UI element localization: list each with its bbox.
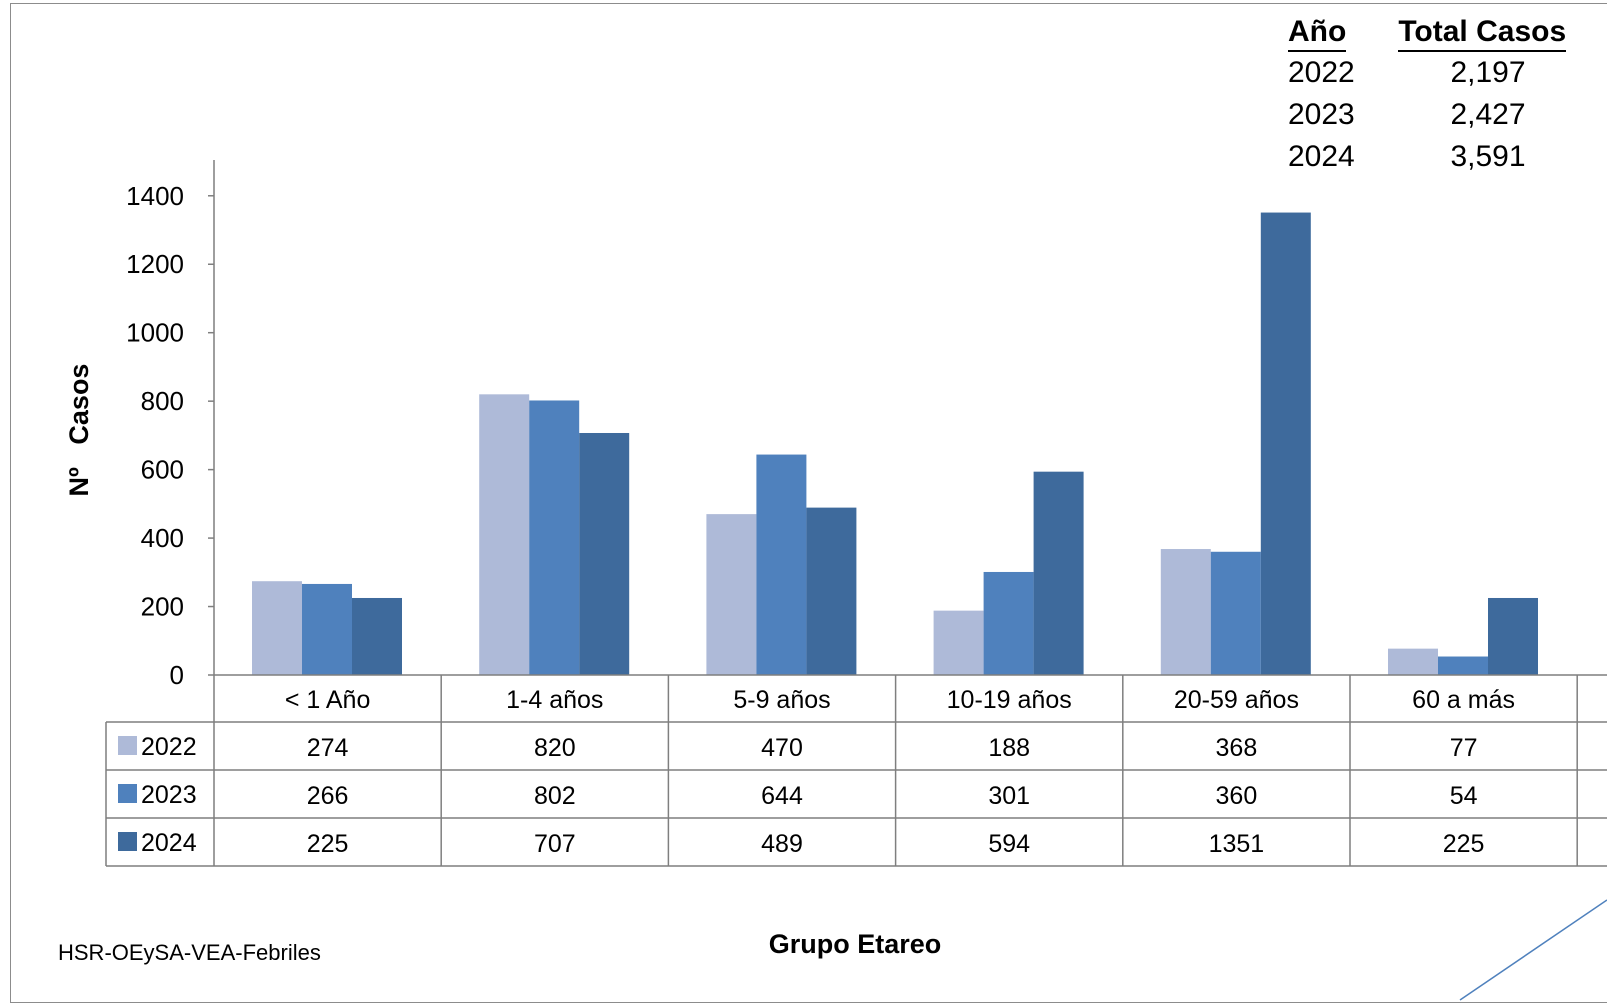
totals-row: 2023 2,427	[1288, 94, 1578, 136]
data-label: 594	[988, 830, 1030, 858]
totals-row: 2022 2,197	[1288, 52, 1578, 94]
bar	[1033, 471, 1084, 675]
totals-value: 2,427	[1450, 98, 1526, 131]
data-label: 225	[307, 830, 349, 858]
totals-year: 2024	[1288, 140, 1355, 173]
data-label: 225	[1443, 830, 1485, 858]
x-tick-label: 1-4 años	[506, 686, 603, 714]
bar	[806, 507, 857, 675]
data-label: 266	[307, 782, 349, 810]
y-tick-label: 1200	[126, 249, 184, 279]
bar	[1438, 656, 1488, 675]
y-tick-label: 1000	[126, 318, 184, 348]
totals-year: 2022	[1288, 56, 1355, 89]
totals-row: 2024 3,591	[1288, 136, 1578, 178]
bar	[479, 394, 530, 675]
totals-value: 2,197	[1450, 56, 1526, 89]
x-tick-label: < 1 Año	[285, 686, 371, 714]
legend-label: 2023	[141, 781, 197, 809]
data-label: 644	[761, 782, 803, 810]
bar	[252, 581, 302, 675]
x-tick-label: 10-19 años	[947, 686, 1072, 714]
totals-year: 2023	[1288, 98, 1355, 131]
data-label: 802	[534, 782, 576, 810]
bar	[302, 583, 352, 675]
data-label: 274	[307, 734, 349, 762]
data-table: < 1 Año 1-4 años 5-9 años 10-19 años 20-59 a…	[105, 674, 1607, 867]
totals-header: Año Total Casos	[1288, 14, 1578, 52]
bars	[252, 212, 1538, 675]
legend-label: 2024	[141, 829, 197, 857]
x-tick-label: 5-9 años	[733, 686, 830, 714]
totals-value: 3,591	[1450, 140, 1526, 173]
y-tick-label: 0	[170, 660, 184, 690]
y-tick-label: 1400	[126, 181, 184, 211]
data-label: 820	[534, 734, 576, 762]
data-label: 489	[761, 830, 803, 858]
y-axis-label: Nº Casos	[64, 364, 94, 497]
totals-header-total: Total Casos	[1398, 14, 1567, 52]
bar	[983, 571, 1034, 675]
bar	[1160, 549, 1211, 675]
legend-swatch	[118, 832, 137, 851]
bar	[529, 400, 580, 675]
bar	[756, 454, 807, 675]
x-tick-label: 60 a más	[1412, 686, 1515, 714]
legend-swatch	[118, 784, 137, 803]
bar	[579, 432, 630, 675]
bar	[706, 514, 757, 675]
data-label: 707	[534, 830, 576, 858]
data-label: 368	[1216, 734, 1258, 762]
legend-swatch	[118, 736, 137, 755]
bar	[1210, 551, 1261, 675]
totals-header-year: Año	[1288, 14, 1347, 52]
data-label: 77	[1450, 734, 1478, 762]
data-label: 360	[1216, 782, 1258, 810]
decorative-diagonal-line	[1459, 899, 1607, 1001]
bar	[1260, 212, 1311, 675]
y-tick-label: 600	[141, 455, 184, 485]
legend-label: 2022	[141, 733, 197, 761]
bar	[352, 597, 402, 675]
x-tick-label: 20-59 años	[1174, 686, 1299, 714]
y-tick-label: 200	[141, 592, 184, 622]
bar	[933, 610, 984, 675]
bar	[1388, 648, 1438, 675]
data-label: 470	[761, 734, 803, 762]
y-tick-label: 800	[141, 386, 184, 416]
x-axis-label: Grupo Etareo	[769, 929, 942, 959]
data-label: 54	[1450, 782, 1478, 810]
source-note: HSR-OEySA-VEA-Febriles	[58, 940, 321, 965]
totals-table: Año Total Casos 2022 2,197 2023 2,427 20…	[1288, 14, 1578, 178]
y-axis: 0 200 400 600 800 1000 1200 1400	[126, 160, 215, 690]
data-label: 301	[988, 782, 1030, 810]
y-tick-label: 400	[141, 523, 184, 553]
data-label: 188	[988, 734, 1030, 762]
data-label: 1351	[1209, 830, 1265, 858]
bar	[1488, 597, 1538, 675]
